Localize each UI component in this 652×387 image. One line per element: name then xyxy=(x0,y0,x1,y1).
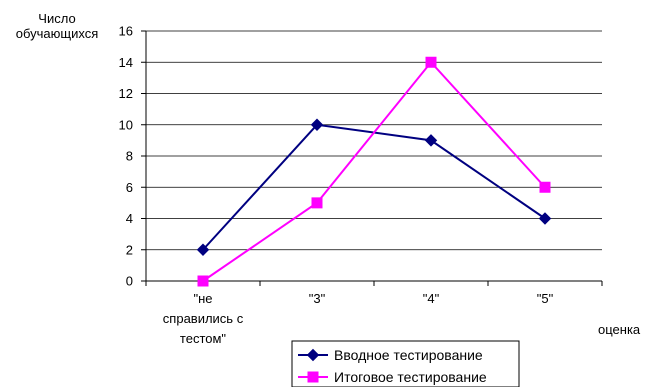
legend-label: Итоговое тестирование xyxy=(334,369,487,385)
x-axis-label: оценка xyxy=(598,322,641,337)
y-axis-label: Число обучающихся xyxy=(16,11,99,41)
y-tick-label: 10 xyxy=(119,117,133,132)
x-tick-label: "3" xyxy=(309,291,326,306)
data-point xyxy=(539,181,551,193)
data-point xyxy=(538,212,552,225)
y-tick-label: 8 xyxy=(126,149,133,164)
series-2 xyxy=(197,56,551,287)
y-tick-label: 6 xyxy=(126,180,133,195)
series-line xyxy=(202,60,546,282)
data-point xyxy=(197,275,209,287)
legend-marker xyxy=(306,348,320,362)
x-tick-labels: "не справились с тестом" "3" "4" "5" xyxy=(163,291,554,346)
series-lines xyxy=(196,56,552,287)
data-point xyxy=(196,243,210,256)
y-tick-label: 12 xyxy=(119,86,133,101)
y-tick-label: 14 xyxy=(119,55,133,70)
axes xyxy=(141,30,603,286)
data-point xyxy=(311,197,323,209)
data-point xyxy=(424,134,438,147)
x-tick-label: "не справились с тестом" xyxy=(163,291,244,346)
y-tick-label: 16 xyxy=(119,24,133,39)
legend-box xyxy=(291,340,520,387)
x-tick-label: "5" xyxy=(537,291,554,306)
y-tick-label: 4 xyxy=(126,211,133,226)
legend-entry: Итоговое тестирование xyxy=(298,369,487,385)
y-tick-labels: 0 2 4 6 8 10 12 14 16 xyxy=(119,24,133,289)
legend-marker xyxy=(307,371,319,383)
legend: Вводное тестирование Итоговое тестировани… xyxy=(291,340,520,387)
legend-entry: Вводное тестирование xyxy=(298,347,483,363)
legend-label: Вводное тестирование xyxy=(334,347,483,363)
y-tick-label: 0 xyxy=(126,274,133,289)
data-point xyxy=(310,118,324,131)
data-point xyxy=(425,56,437,68)
y-tick-label: 2 xyxy=(126,242,133,257)
gridlines xyxy=(146,30,602,251)
x-tick-label: "4" xyxy=(423,291,440,306)
